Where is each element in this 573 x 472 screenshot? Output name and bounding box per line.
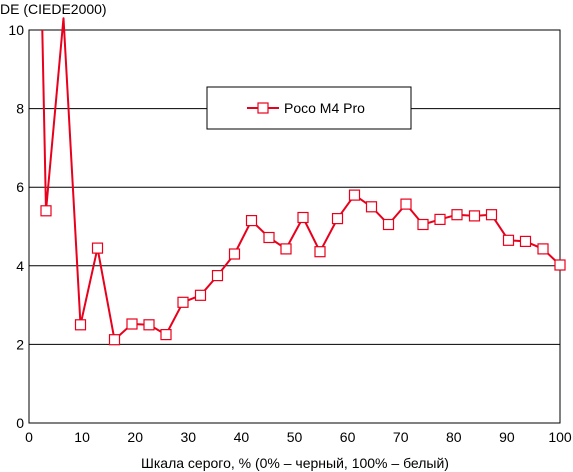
data-point-marker [314, 246, 326, 258]
data-point-marker [177, 296, 189, 308]
data-point-marker [228, 248, 241, 260]
legend-marker-square [257, 102, 269, 114]
data-point-marker [382, 218, 395, 231]
x-tick-label: 50 [287, 429, 303, 445]
series-markers [40, 189, 566, 346]
x-tick-label: 10 [74, 429, 90, 445]
data-point-marker [468, 210, 481, 222]
data-point-marker [554, 259, 566, 271]
x-tick-label: 30 [181, 429, 197, 445]
series-poco-m4-pro [41, 17, 561, 341]
data-point-marker [263, 231, 275, 244]
data-point-marker [40, 205, 52, 217]
data-point-marker [194, 289, 207, 301]
data-point-marker [519, 235, 532, 247]
legend: Poco M4 Pro [206, 86, 412, 130]
y-tick-label: 8 [16, 101, 24, 117]
data-point-marker [74, 319, 87, 331]
data-point-marker [400, 198, 412, 210]
legend-label: Poco M4 Pro [284, 100, 365, 116]
data-point-marker [331, 213, 344, 225]
data-point-marker [537, 243, 549, 255]
data-point-marker [211, 270, 224, 282]
data-point-marker [108, 334, 121, 346]
y-tick-label: 4 [16, 258, 24, 274]
x-tick-label: 0 [25, 429, 33, 445]
data-point-marker [143, 319, 155, 331]
data-point-marker [451, 209, 463, 221]
data-point-marker [502, 234, 515, 246]
x-tick-label: 100 [548, 429, 572, 445]
x-tick-label: 90 [499, 429, 515, 445]
x-tick-label: 60 [340, 429, 356, 445]
data-point-marker [91, 242, 104, 254]
y-tick-label: 6 [16, 179, 24, 195]
plot-area-frame [28, 29, 561, 424]
x-tick-label: 80 [446, 429, 462, 445]
y-tick-label: 0 [16, 415, 24, 431]
data-point-marker [434, 213, 446, 225]
y-axis-title: DE (CIEDE2000) [0, 1, 107, 17]
x-axis-title: Шкала серого, % (0% – черный, 100% – бел… [141, 455, 449, 471]
x-tick-label: 20 [127, 429, 143, 445]
y-tick-label: 10 [8, 22, 24, 38]
legend-box [206, 86, 412, 130]
data-point-marker [160, 329, 172, 341]
data-point-marker [417, 218, 429, 231]
data-point-marker [126, 318, 138, 330]
y-tick-label: 2 [16, 336, 24, 352]
data-point-marker [348, 189, 361, 201]
x-tick-label: 40 [234, 429, 250, 445]
series-line [41, 17, 561, 341]
data-point-marker [245, 215, 258, 227]
data-point-marker [280, 243, 292, 255]
x-axis-tick-labels: 0 10 20 30 40 50 60 70 80 90 100 [25, 429, 572, 445]
data-point-marker [485, 209, 498, 221]
x-tick-label: 70 [393, 429, 409, 445]
y-axis-tick-labels: 0 2 4 6 8 10 [8, 22, 24, 431]
data-point-marker [297, 211, 309, 224]
data-point-marker [365, 201, 378, 213]
